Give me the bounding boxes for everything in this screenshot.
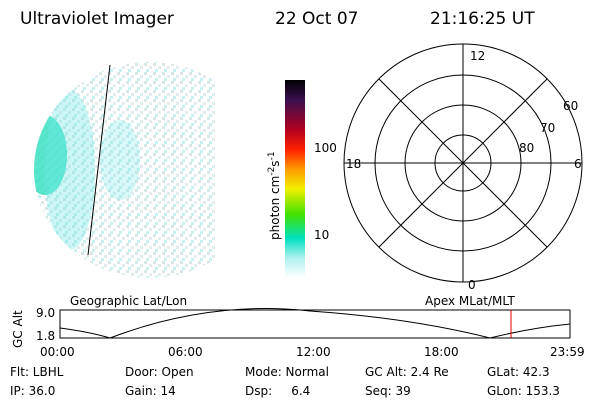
info-field: GC Alt: 2.4 Re [365,365,449,379]
y-label: GC Alt [11,310,25,348]
x-tick: 00:00 [40,345,75,359]
info-field: Mode: Normal [245,365,329,379]
info-field: GLon: 153.3 [487,384,560,398]
mlt-label: 12 [470,49,485,63]
uv-image [34,62,215,278]
mlt-label: 6 [574,157,582,171]
orbit-title: Apex MLat/MLT [425,294,515,308]
orbit-title: Geographic Lat/Lon [70,294,187,308]
info-field: Seq: 39 [365,384,411,398]
cb-tick: 100 [314,141,337,155]
orbit-box [59,309,571,339]
x-tick: 23:59 [550,345,585,359]
orbit-curve [59,308,571,339]
mlt-label: 0 [468,278,476,292]
instrument: Ultraviolet Imager [20,9,174,29]
x-tick: 18:00 [424,345,459,359]
info-field: Dsp: 6.4 [245,384,310,398]
y-tick: 1.8 [36,329,55,343]
mlt-label: 18 [346,157,361,171]
cb-label: photon cm-2s-1 [267,151,282,240]
terminator [87,64,111,256]
colorbar [285,80,305,278]
info-field: Door: Open [125,365,194,379]
info-field: Flt: LBHL [10,365,64,379]
info: Flt: LBHL Door: Open Mode: Normal GC Alt: 2… [10,365,560,398]
cb-tick: 10 [314,228,329,242]
date: 22 Oct 07 [275,9,358,29]
lat-label: 80 [519,141,534,155]
y-tick: 9.0 [36,306,55,320]
x-tick: 12:00 [296,345,331,359]
time: 21:16:25 UT [430,9,535,29]
lat-label: 60 [563,99,578,113]
lat-label: 70 [540,121,555,135]
polar-grid [343,43,583,283]
info-field: Gain: 14 [125,384,176,398]
x-tick: 06:00 [168,345,203,359]
info-field: IP: 36.0 [10,384,55,398]
info-field: GLat: 42.3 [487,365,550,379]
